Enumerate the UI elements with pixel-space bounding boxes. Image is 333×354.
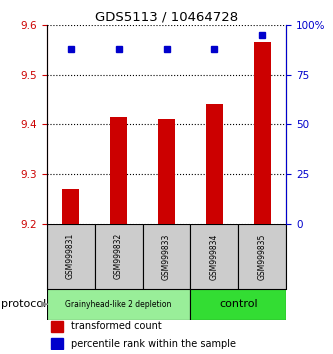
Text: GSM999831: GSM999831 [66, 233, 75, 280]
Text: transformed count: transformed count [71, 321, 162, 331]
Text: percentile rank within the sample: percentile rank within the sample [71, 339, 235, 349]
Bar [206, 104, 223, 224]
Bar [51, 321, 63, 332]
Bar [62, 189, 79, 224]
Text: protocol: protocol [1, 299, 47, 309]
Title: GDS5113 / 10464728: GDS5113 / 10464728 [95, 11, 238, 24]
Bar [51, 338, 63, 349]
Text: Grainyhead-like 2 depletion: Grainyhead-like 2 depletion [65, 300, 172, 309]
Text: GSM999833: GSM999833 [162, 233, 171, 280]
Bar [143, 224, 190, 289]
Text: GSM999835: GSM999835 [258, 233, 267, 280]
Text: GSM999832: GSM999832 [114, 233, 123, 280]
Bar [254, 42, 271, 224]
Bar [47, 289, 190, 320]
Bar [158, 119, 175, 224]
Bar [238, 224, 286, 289]
Text: GSM999834: GSM999834 [210, 233, 219, 280]
Text: control: control [219, 299, 258, 309]
Bar [47, 224, 95, 289]
Bar [110, 117, 127, 224]
Bar [190, 224, 238, 289]
Bar [190, 289, 286, 320]
Bar [95, 224, 143, 289]
